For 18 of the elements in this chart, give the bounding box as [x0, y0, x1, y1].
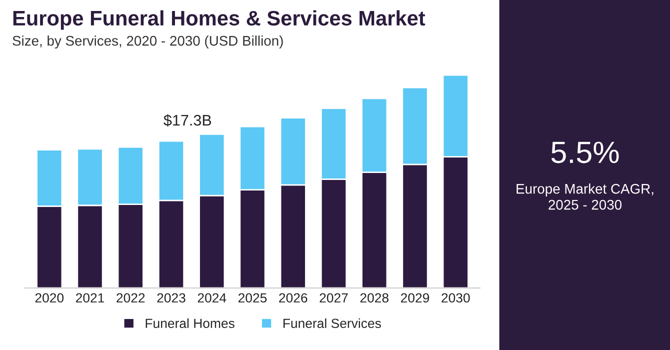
x-tick-label: 2021: [76, 293, 104, 303]
x-tick-label: 2026: [279, 293, 308, 303]
x-tick-label: 2022: [116, 293, 145, 303]
x-tick-label: 2029: [400, 293, 430, 303]
x-tick-label: 2023: [157, 293, 186, 303]
legend-label: Funeral Services: [283, 318, 381, 328]
text: 5.5%: [551, 142, 619, 164]
legend-label: Funeral Homes: [146, 318, 234, 328]
x-tick-label: 2024: [198, 293, 226, 303]
x-tick-label: 2020: [35, 293, 64, 303]
chart-subtitle: Size, by Services, 2020 - 2030 (USD Billion): [12, 36, 283, 48]
x-tick-label: 2027: [320, 293, 348, 303]
text: Europe Market CAGR, 2025 - 2030: [516, 184, 654, 210]
x-tick-label: 2028: [360, 293, 388, 303]
x-tick-label: 2030: [442, 293, 470, 303]
x-tick-label: 2025: [238, 293, 267, 303]
chart-title: Europe Funeral Homes & Services Market: [13, 10, 426, 30]
annotation: $17.3B: [164, 114, 212, 127]
